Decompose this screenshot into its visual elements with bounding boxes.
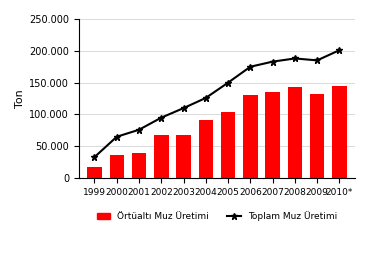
Bar [310,94,324,178]
Y-axis label: Ton: Ton [15,89,25,108]
Bar [87,167,102,178]
Bar [110,155,124,178]
Bar [132,153,146,178]
Bar [243,95,258,178]
Bar [154,135,168,178]
Bar [221,112,235,178]
Bar [176,136,191,178]
Legend: Örtüaltı Muz Üretimi, Toplam Muz Üretimi: Örtüaltı Muz Üretimi, Toplam Muz Üretimi [93,207,341,225]
Bar [287,87,302,178]
Bar [332,86,347,178]
Bar [265,92,280,178]
Bar [199,120,213,178]
